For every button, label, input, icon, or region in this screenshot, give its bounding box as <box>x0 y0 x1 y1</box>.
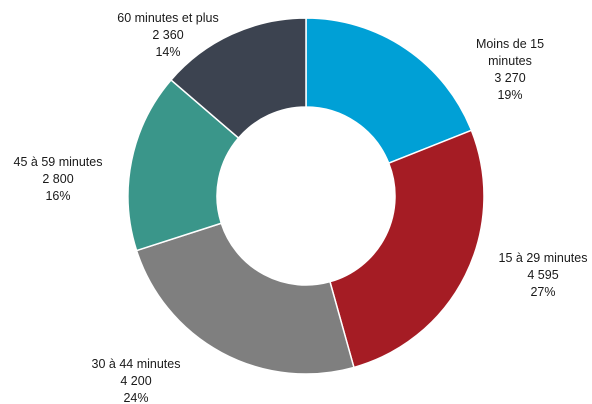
slice-label-3: 45 à 59 minutes 2 800 16% <box>14 155 103 203</box>
slice-label-0: Moins de 15 minutes 3 270 19% <box>476 37 544 102</box>
slice-label-category: 45 à 59 minutes <box>14 155 103 169</box>
slice-label-category: 15 à 29 minutes <box>499 251 588 265</box>
slice-label-value: 3 270 <box>494 71 525 85</box>
slice-label-percent: 24% <box>123 391 148 404</box>
slice-label-percent: 27% <box>530 285 555 299</box>
slice-label-value: 4 595 <box>527 268 558 282</box>
slice-label-1: 15 à 29 minutes 4 595 27% <box>499 251 588 299</box>
slice-label-2: 30 à 44 minutes 4 200 24% <box>92 357 181 404</box>
donut-slice-1 <box>329 129 485 369</box>
slice-label-category: 30 à 44 minutes <box>92 357 181 371</box>
slice-label-value: 4 200 <box>120 374 151 388</box>
donut-slices <box>127 17 485 375</box>
donut-slice-4 <box>169 17 307 140</box>
slice-label-percent: 16% <box>45 189 70 203</box>
donut-labels: Moins de 15 minutes 3 270 19% 15 à 29 minute… <box>14 11 588 404</box>
slice-label-category: Moins de 15 <box>476 37 544 51</box>
slice-label-value: 2 360 <box>152 28 183 42</box>
slice-label-value: 2 800 <box>42 172 73 186</box>
donut-slice-3 <box>127 78 240 252</box>
donut-slice-2 <box>135 222 355 375</box>
slice-label-4: 60 minutes et plus 2 360 14% <box>117 11 218 59</box>
slice-label-category: minutes <box>488 54 532 68</box>
slice-label-percent: 19% <box>497 88 522 102</box>
slice-label-category: 60 minutes et plus <box>117 11 218 25</box>
slice-label-percent: 14% <box>155 45 180 59</box>
donut-slice-0 <box>305 17 473 165</box>
